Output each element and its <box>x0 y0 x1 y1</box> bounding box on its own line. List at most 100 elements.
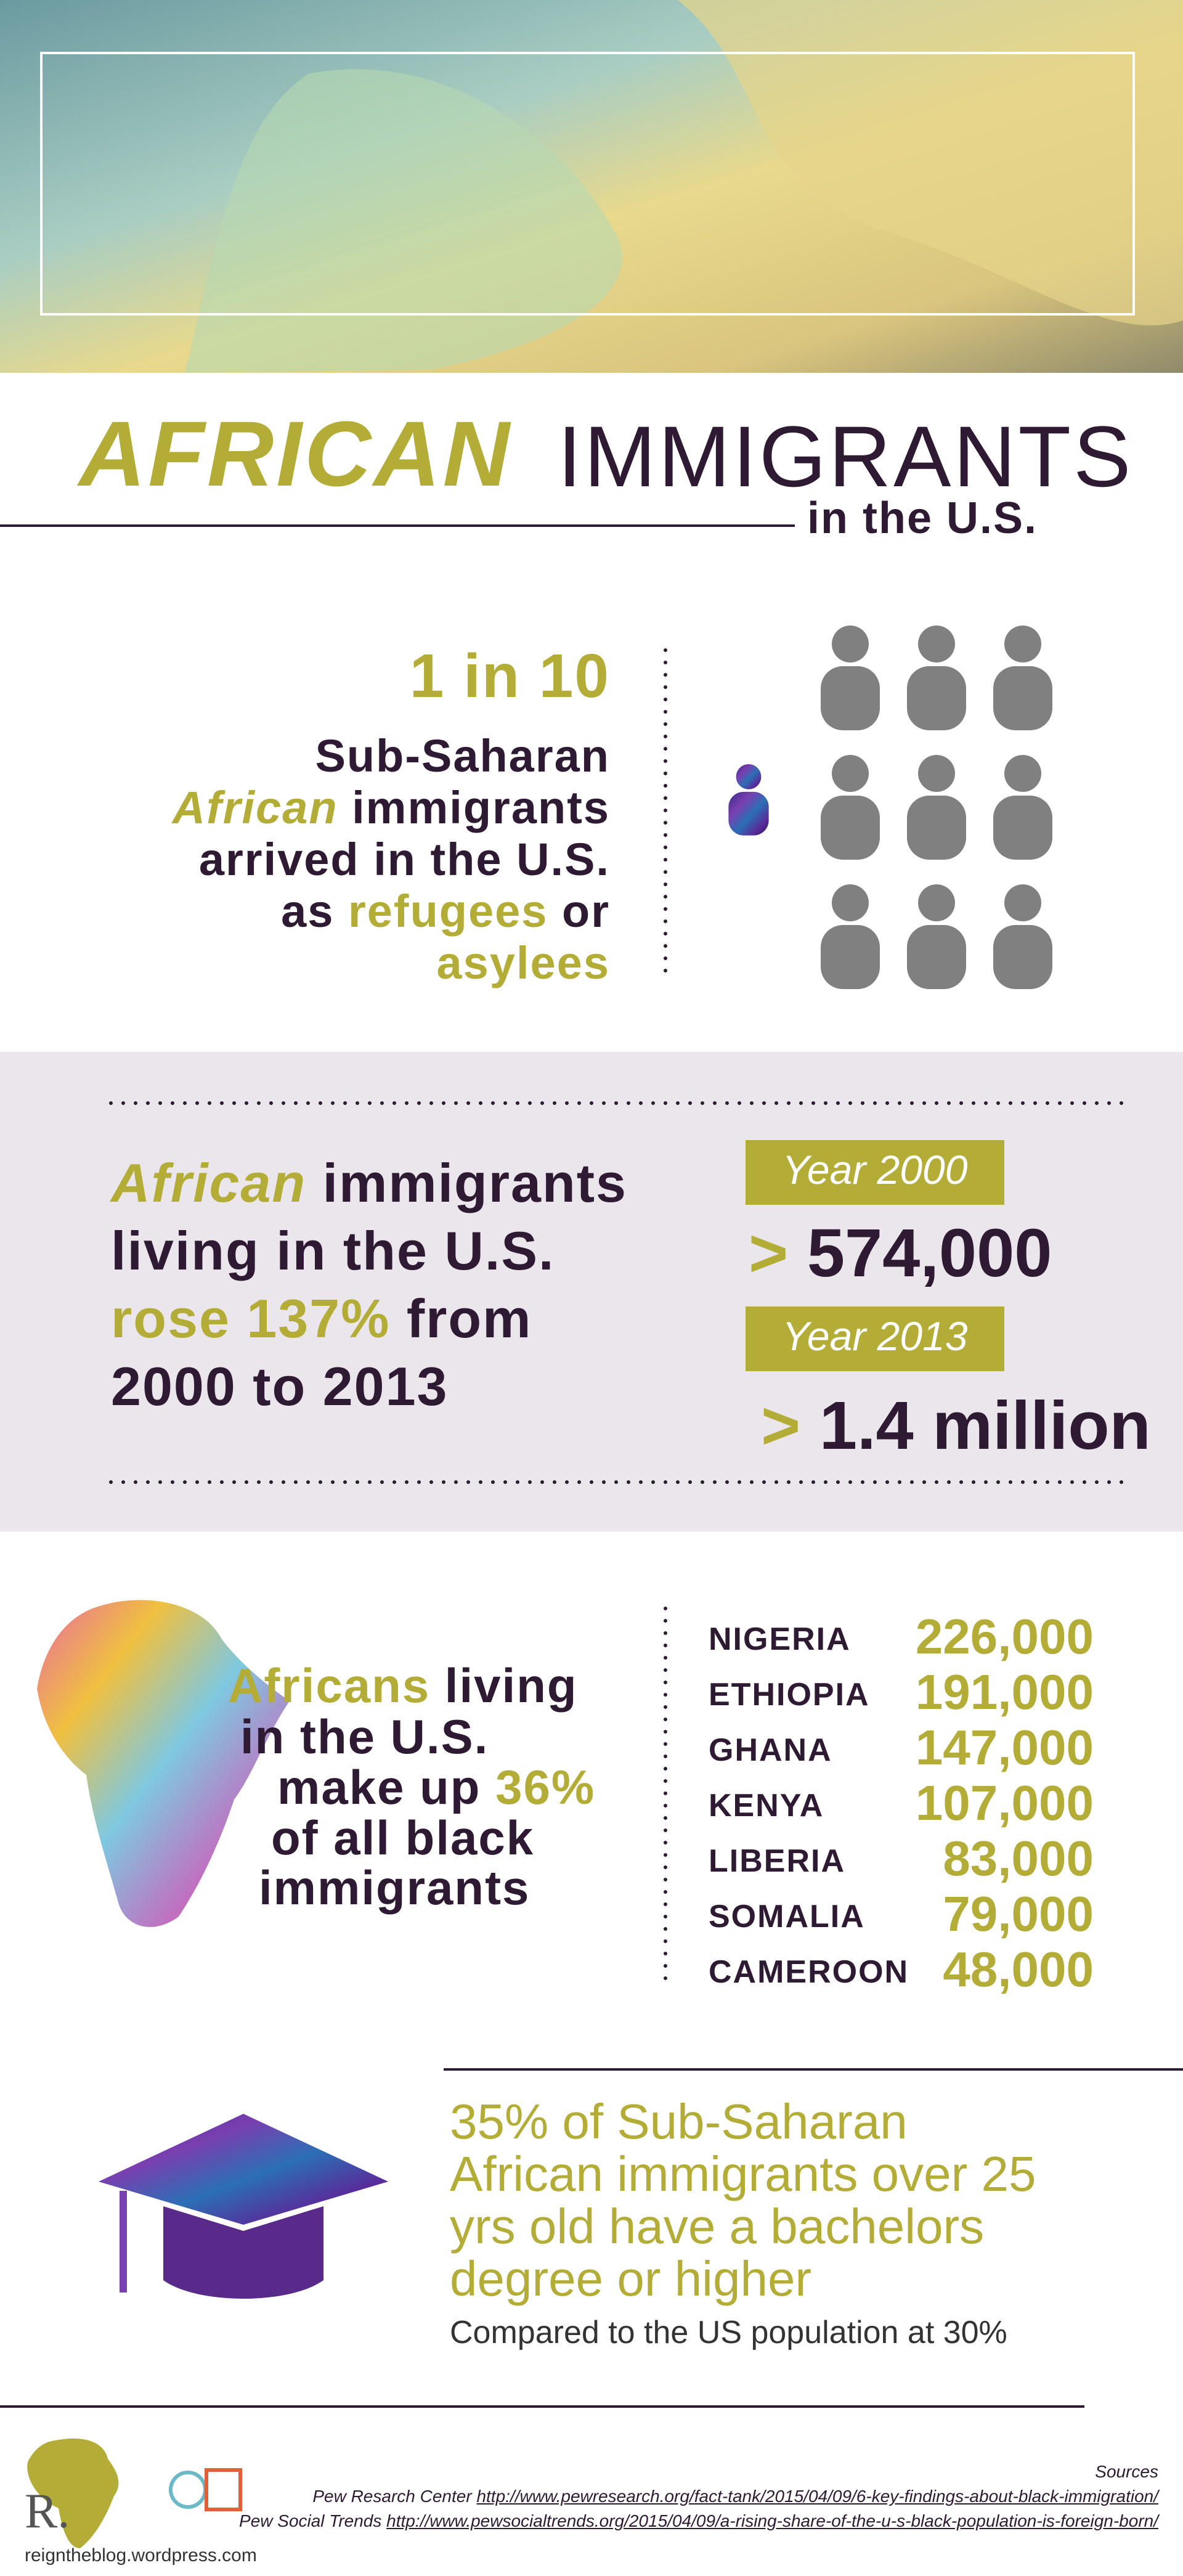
person-head <box>1004 884 1041 921</box>
text: Africans <box>228 1658 431 1713</box>
text: refugees <box>348 886 548 937</box>
africa-map <box>37 1600 290 1927</box>
year-label: Year 2000 <box>782 1147 968 1192</box>
text-line: of all black <box>271 1810 534 1866</box>
text-line: yrs old have a bachelors <box>450 2199 985 2254</box>
title: IMMIGRANTS <box>558 408 1134 505</box>
text: as <box>281 886 335 937</box>
text: 36% <box>495 1760 596 1814</box>
text-line: Sub-Saharan <box>173 730 610 782</box>
sources-heading: Sources <box>1095 2462 1158 2481</box>
cap-top <box>99 2114 388 2225</box>
text: from <box>406 1288 532 1349</box>
subtitle: in the U.S. <box>807 494 1038 543</box>
text-line: rose 137% from <box>111 1285 627 1353</box>
text: asylees <box>436 937 610 988</box>
text: > <box>749 1215 789 1291</box>
person-head <box>1004 626 1041 662</box>
country-name: NIGERIA <box>709 1621 851 1657</box>
text: immigrants <box>322 1152 627 1213</box>
country-name: CAMEROON <box>709 1954 909 1990</box>
source-name: Pew Resarch Center <box>312 2487 472 2506</box>
text: arrived in the U.S. <box>198 834 610 885</box>
country-count: 191,000 <box>915 1665 1094 1719</box>
year-label: Year 2013 <box>782 1313 968 1359</box>
person-body <box>993 666 1052 730</box>
country-count: 226,000 <box>915 1609 1094 1664</box>
text: African <box>172 782 338 833</box>
text: or <box>562 886 610 937</box>
country-count: 147,000 <box>915 1720 1094 1775</box>
source: Pew Social Trends http://www.pewsocialtr… <box>239 2511 1158 2531</box>
source: Pew Resarch Center http://www.pewresearc… <box>312 2487 1158 2506</box>
country-count: 48,000 <box>943 1942 1094 1997</box>
stat: 1 in 10 <box>409 642 610 711</box>
country-name: LIBERIA <box>709 1843 845 1879</box>
person-body <box>993 925 1052 989</box>
text-line: living in the U.S. <box>111 1217 627 1285</box>
country-count: 79,000 <box>943 1886 1094 1941</box>
comparison: Compared to the US population at 30% <box>450 2315 1007 2350</box>
person-head <box>736 764 762 789</box>
person-head <box>832 755 869 792</box>
year-box <box>746 1306 1004 1371</box>
title-emphasis: AFRICAN <box>79 402 512 505</box>
person-body <box>993 796 1052 860</box>
cap-base <box>163 2206 323 2299</box>
person-head <box>832 884 869 921</box>
source-link[interactable]: http://www.pewsocialtrends.org/2015/04/0… <box>386 2511 1158 2530</box>
text-line: 2000 to 2013 <box>111 1353 627 1420</box>
text: African <box>111 1152 307 1213</box>
text-line: in the U.S. <box>240 1709 489 1765</box>
text: Sub-Saharan <box>315 730 610 781</box>
text-line: asylees <box>173 937 610 989</box>
text-line: Africans living <box>228 1658 577 1714</box>
text: rose 137% <box>111 1288 391 1349</box>
logo-letter: R. <box>25 2484 70 2538</box>
text-line: immigrants <box>259 1860 530 1916</box>
year-amount: > 1.4 million <box>761 1387 1151 1465</box>
map-land <box>185 69 622 373</box>
text: in the U.S. <box>240 1710 489 1764</box>
education-text: 35% of Sub-Saharan African immigrants ov… <box>450 2095 1036 2305</box>
site: reigntheblog.wordpress.com <box>25 2545 257 2566</box>
person-body <box>907 796 966 860</box>
text: immigrants <box>352 782 610 833</box>
country-name: ETHIOPIA <box>709 1677 870 1713</box>
year-amount: > 574,000 <box>749 1214 1052 1292</box>
person-head <box>918 884 955 921</box>
country-count: 83,000 <box>943 1831 1094 1886</box>
text-line: 35% of Sub-Saharan <box>450 2094 908 2149</box>
pictogram <box>728 626 1052 989</box>
stat-text: Sub-Saharan African immigrants arrived i… <box>173 730 610 989</box>
person-head <box>832 626 869 662</box>
text: immigrants <box>259 1861 531 1915</box>
text: 574,000 <box>807 1215 1052 1291</box>
text: living <box>444 1658 578 1713</box>
text: > <box>761 1388 801 1464</box>
source-link[interactable]: http://www.pewresearch.org/fact-tank/201… <box>476 2487 1158 2506</box>
text: 2000 to 2013 <box>111 1356 449 1417</box>
person-head <box>1004 755 1041 792</box>
text-line: African immigrants <box>173 782 610 834</box>
text: living in the U.S. <box>111 1220 555 1281</box>
country-name: GHANA <box>709 1732 832 1768</box>
text: 1.4 million <box>819 1388 1151 1464</box>
text-line: arrived in the U.S. <box>173 834 610 886</box>
text-line: make up 36% <box>277 1759 595 1816</box>
logo-africa <box>27 2438 119 2548</box>
person-body <box>821 666 880 730</box>
growth-text: African immigrants living in the U.S. ro… <box>111 1149 627 1420</box>
country-name: KENYA <box>709 1788 824 1824</box>
section-band <box>0 1052 1183 1531</box>
person-body <box>821 925 880 989</box>
person-head <box>918 755 955 792</box>
source-name: Pew Social Trends <box>239 2511 382 2530</box>
person-head <box>918 626 955 662</box>
text: make up <box>277 1760 481 1814</box>
person-body <box>907 925 966 989</box>
text: of all black <box>271 1811 535 1865</box>
text-line: as refugees or <box>173 886 610 937</box>
